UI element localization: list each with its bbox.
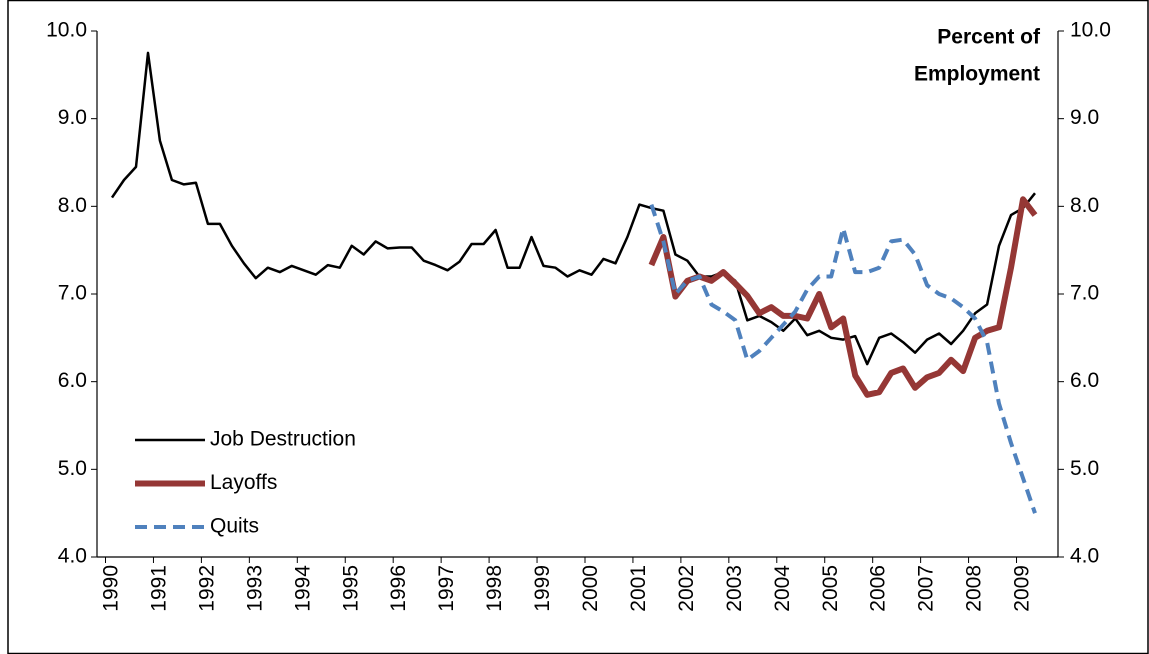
y2-tick-label: 8.0 [1070,194,1099,217]
legend-label: Job Destruction [210,428,356,451]
y-tick-label: 9.0 [58,106,87,129]
annotation: Employment [914,63,1040,86]
y2-tick-label: 9.0 [1070,106,1099,129]
x-tick-label: 1997 [435,565,458,612]
y-tick-label: 4.0 [58,545,87,568]
x-tick-label: 2000 [579,565,602,612]
y2-tick-label: 4.0 [1070,545,1099,568]
x-tick-label: 1992 [195,565,218,612]
x-tick-label: 2007 [915,565,938,612]
annotation: Percent of [937,26,1041,49]
x-tick-label: 2009 [1011,565,1034,612]
x-tick-label: 1995 [339,565,362,612]
y-tick-label: 6.0 [58,369,87,392]
y2-tick-label: 10.0 [1070,19,1111,42]
y-tick-label: 10.0 [46,19,87,42]
x-tick-label: 2003 [723,565,746,612]
x-tick-label: 1999 [531,565,554,612]
series-line [648,196,1038,398]
x-tick-label: 2006 [867,565,890,612]
x-tick-label: 1991 [147,565,170,612]
legend-label: Layoffs [210,471,277,494]
x-tick-label: 1994 [291,565,314,612]
frame [7,0,1149,654]
y2-tick-label: 5.0 [1070,457,1099,480]
y2-tick-label: 6.0 [1070,369,1099,392]
x-tick-label: 2005 [819,565,842,612]
x-tick-label: 2002 [675,565,698,612]
x-tick-label: 2008 [963,565,986,612]
y2-tick-label: 7.0 [1070,282,1099,305]
x-tick-label: 1998 [483,565,506,612]
series-line [110,51,1036,366]
series-line [649,203,1037,514]
y-tick-label: 8.0 [58,194,87,217]
x-tick-label: 1993 [243,565,266,612]
y-tick-label: 7.0 [58,282,87,305]
x-tick-label: 2004 [771,565,794,612]
y-tick-label: 5.0 [58,457,87,480]
x-tick-label: 2001 [627,565,650,612]
x-tick-label: 1996 [387,565,410,612]
legend-label: Quits [210,515,259,538]
x-tick-label: 1990 [100,565,123,612]
